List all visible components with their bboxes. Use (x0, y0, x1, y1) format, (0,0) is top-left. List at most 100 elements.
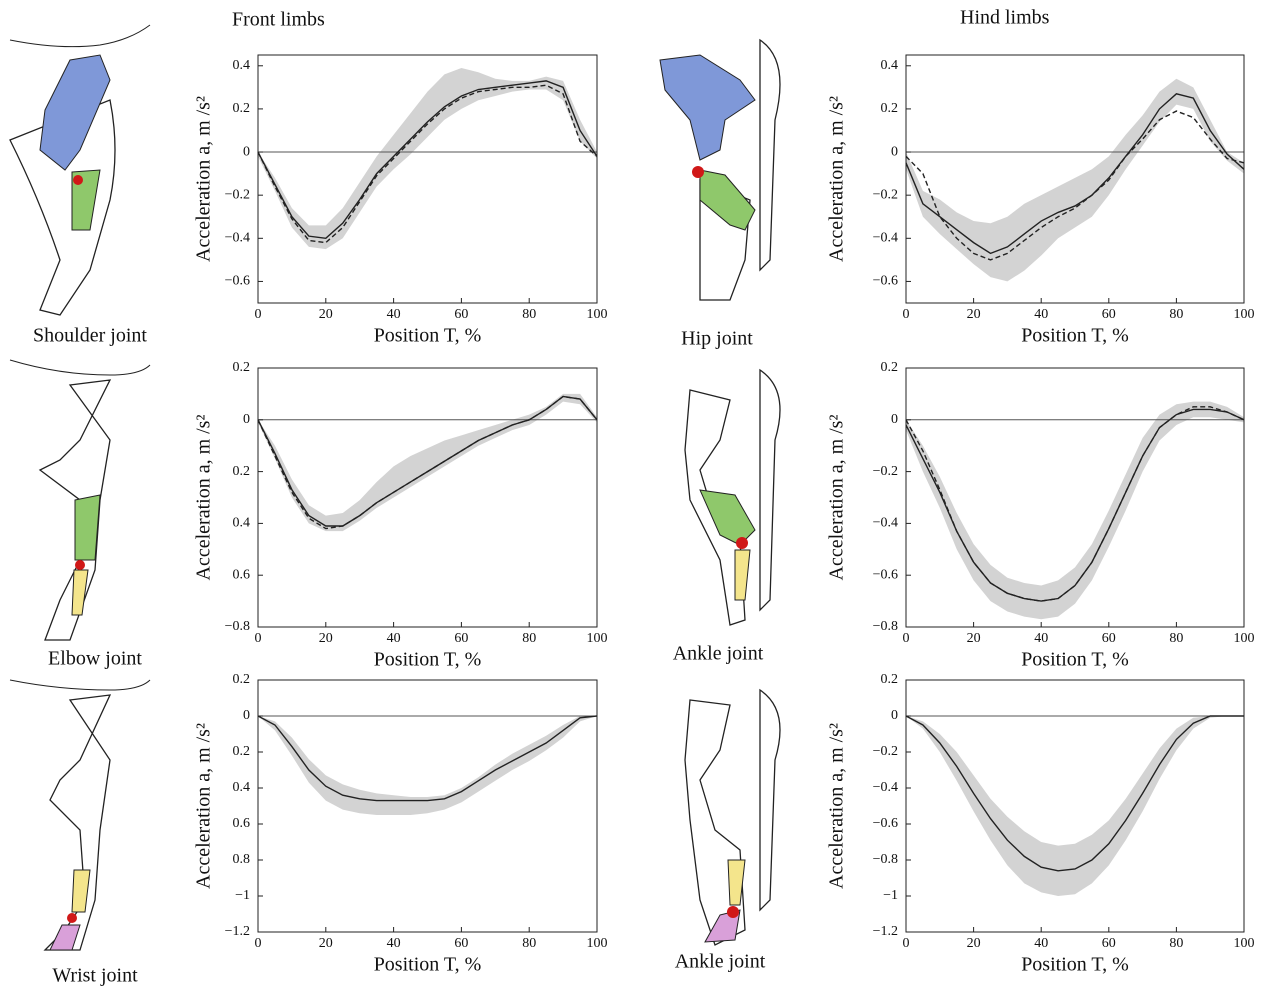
y-tick-label: 0.2 (233, 744, 251, 759)
data-line (905, 715, 1244, 872)
x-tick-label: 20 (319, 307, 333, 322)
chart: −0.8 −0.6 −0.4 −0.2 0 0.2 0 20 40 60 80 100 Position… (826, 360, 1255, 670)
x-tick-label: 40 (1034, 307, 1048, 322)
y-tick-label: −0.8 (873, 619, 898, 634)
y-tick-label: 0.6 (233, 567, 251, 582)
column-title: Front limbs (232, 9, 325, 31)
elbow-illustration (9, 359, 151, 641)
chart: −0.6 −0.4 −0.2 0 0.2 0.4 0 20 40 60 80 100 Position … (193, 54, 608, 347)
joint-label: Ankle joint (673, 643, 764, 665)
joint-label: Ankle joint (675, 951, 766, 973)
x-tick-label: 40 (1034, 631, 1048, 646)
y-axis-label: Acceleration a, m /s² (826, 96, 848, 262)
x-tick-label: 60 (1102, 631, 1116, 646)
plot-frame (905, 367, 1245, 628)
y-tick-label: −0.4 (873, 231, 898, 246)
y-tick-label: 0.4 (881, 58, 899, 73)
y-tick-label: 0.2 (233, 101, 251, 116)
y-tick-label: 0.8 (233, 852, 251, 867)
y-tick-label: −0.8 (225, 619, 250, 634)
ankle-illustration-2 (684, 688, 781, 946)
x-axis-label: Position T, % (374, 325, 482, 347)
y-axis-label: Acceleration a, m /s² (826, 723, 848, 889)
x-tick-label: 40 (387, 631, 401, 646)
y-axis-label: Acceleration a, m /s² (193, 96, 215, 262)
y-axis-label: Acceleration a, m /s² (193, 723, 215, 889)
y-tick-label: −1.2 (873, 924, 898, 939)
y-tick-label: 0.2 (881, 672, 899, 687)
x-tick-label: 60 (1102, 307, 1116, 322)
x-tick-label: 80 (522, 307, 536, 322)
x-tick-label: 80 (1169, 307, 1183, 322)
y-tick-label: 0.2 (881, 101, 899, 116)
chart: −0.8 0.6 0.4 0.2 0 0.2 0 20 40 60 80 100 Position T,… (193, 360, 608, 670)
y-tick-label: 0 (243, 144, 250, 159)
chart: −1.2 −1 −0.8 −0.6 −0.4 −0.2 0 0.2 0 20 40 60 80 100 Po… (826, 672, 1255, 975)
x-tick-label: 0 (255, 307, 262, 322)
band (258, 716, 597, 815)
x-axis-label: Position T, % (374, 649, 482, 671)
x-tick-label: 0 (903, 631, 910, 646)
y-tick-label: 0.4 (233, 780, 251, 795)
y-tick-label: −0.6 (873, 816, 898, 831)
chart: −1.2 −1 0.8 0.6 0.4 0.2 0 0.2 0 20 40 60 80 100 Positi… (193, 672, 608, 975)
data-line (257, 715, 598, 802)
plot-frame (905, 54, 1245, 304)
y-tick-label: 0.2 (881, 360, 899, 375)
shoulder-illustration (9, 24, 151, 316)
x-tick-label: 100 (587, 631, 608, 646)
x-tick-label: 80 (1169, 936, 1183, 951)
x-tick-label: 40 (1034, 936, 1048, 951)
x-tick-label: 80 (1169, 631, 1183, 646)
x-axis-label: Position T, % (374, 954, 482, 976)
y-tick-label: −1 (883, 888, 898, 903)
x-axis-label: Position T, % (1021, 649, 1129, 671)
band (258, 393, 597, 532)
x-tick-label: 100 (587, 936, 608, 951)
joint-label: Hip joint (681, 328, 753, 350)
y-tick-label: 0.2 (233, 464, 251, 479)
y-tick-label: −0.6 (225, 274, 250, 289)
data-line (257, 80, 598, 240)
data-line (905, 406, 1245, 602)
data-line (257, 84, 598, 244)
x-tick-label: 40 (387, 936, 401, 951)
y-tick-label: −1 (235, 888, 250, 903)
hip-illustration (659, 38, 781, 301)
x-axis-label: Position T, % (1021, 325, 1129, 347)
plot-frame (257, 679, 598, 933)
y-tick-label: −0.2 (873, 744, 898, 759)
x-tick-label: 100 (587, 307, 608, 322)
joint-label: Shoulder joint (33, 325, 147, 347)
x-tick-label: 60 (454, 307, 468, 322)
y-tick-label: 0.2 (233, 672, 251, 687)
y-tick-label: 0.4 (233, 516, 251, 531)
x-tick-label: 100 (1234, 631, 1255, 646)
illustrations (9, 24, 781, 951)
y-tick-label: −0.2 (873, 464, 898, 479)
y-tick-label: −0.2 (225, 187, 250, 202)
data-line (905, 110, 1245, 261)
plot-frame (257, 54, 598, 304)
y-axis-label: Acceleration a, m /s² (193, 415, 215, 581)
wrist-illustration (9, 679, 151, 951)
y-tick-label: 0 (891, 144, 898, 159)
data-line (905, 408, 1245, 602)
data-line (905, 93, 1245, 255)
x-tick-label: 20 (967, 307, 981, 322)
x-tick-label: 60 (1102, 936, 1116, 951)
x-axis-label: Position T, % (1021, 954, 1129, 976)
y-tick-label: −0.4 (873, 780, 898, 795)
y-tick-label: −0.4 (225, 231, 250, 246)
chart: −0.6 −0.4 −0.2 0 0.2 0.4 0 20 40 60 80 100 Position … (826, 54, 1255, 347)
y-tick-label: 0 (891, 708, 898, 723)
y-tick-label: −0.6 (873, 274, 898, 289)
x-tick-label: 0 (903, 936, 910, 951)
y-tick-label: 0 (243, 708, 250, 723)
x-tick-label: 100 (1234, 936, 1255, 951)
x-tick-label: 100 (1234, 307, 1255, 322)
band (906, 716, 1244, 896)
y-axis-label: Acceleration a, m /s² (826, 415, 848, 581)
band (906, 401, 1244, 620)
